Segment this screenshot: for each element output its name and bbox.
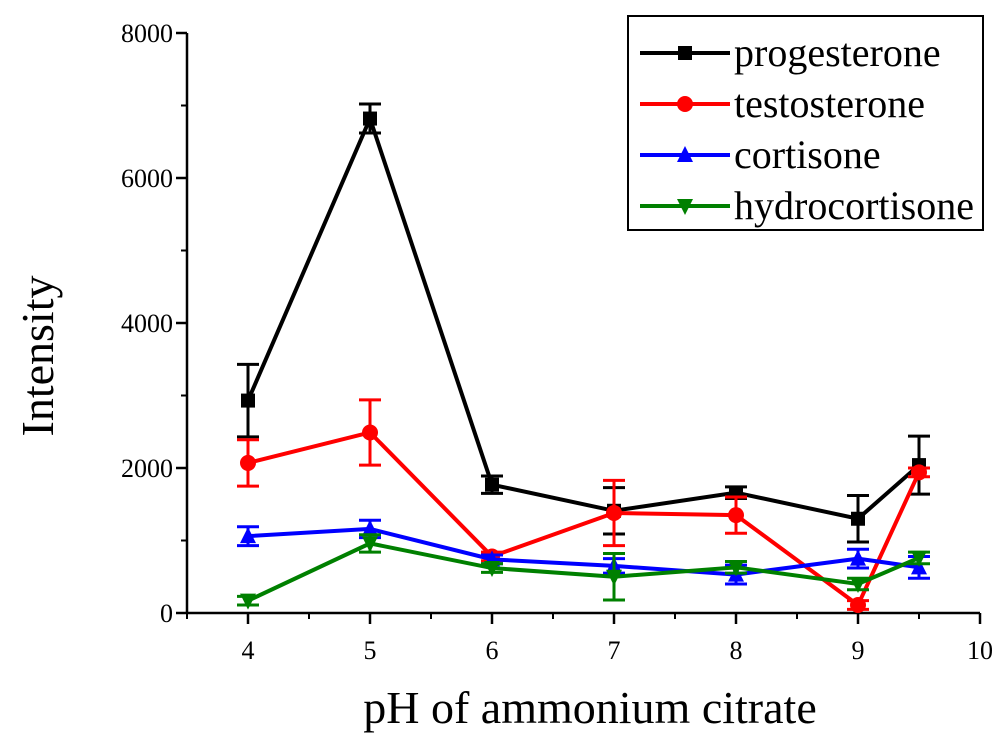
marker-circle [362, 424, 378, 441]
y-tick-label: 2000 [121, 454, 173, 483]
marker-circle [606, 504, 622, 521]
marker-circle [240, 454, 256, 471]
marker-triangle-up [240, 527, 256, 544]
x-tick-label: 6 [486, 636, 499, 665]
legend-label: testosterone [734, 81, 925, 126]
x-tick-label: 4 [242, 636, 255, 665]
marker-triangle-down [484, 561, 500, 578]
marker-triangle-up [850, 549, 866, 566]
marker-triangle-down [911, 550, 927, 567]
marker-square [485, 477, 499, 492]
y-tick-label: 0 [160, 599, 173, 628]
y-axis-title: Intensity [12, 276, 63, 437]
legend: progesterone testosterone cortisone hydroco… [627, 15, 984, 231]
y-tick-label: 8000 [121, 19, 173, 48]
marker-triangle-up [362, 519, 378, 536]
legend-item-progesterone: progesterone [640, 30, 941, 75]
x-tick-label: 5 [364, 636, 377, 665]
legend-label: progesterone [734, 30, 941, 75]
marker-triangle-down [240, 593, 256, 610]
legend-item-testosterone: testosterone [640, 81, 925, 126]
marker-circle [911, 464, 927, 481]
x-tick-label: 10 [967, 636, 993, 665]
marker-circle [850, 597, 866, 614]
x-axis-title: pH of ammonium citrate [363, 682, 817, 733]
marker-square [363, 111, 377, 126]
marker-square [241, 393, 255, 408]
marker-circle [728, 507, 744, 524]
x-tick-label: 9 [852, 636, 865, 665]
axes: 4 5 6 7 8 9 10 0 2000 4000 6000 8000 [121, 19, 993, 665]
series-line [247, 541, 920, 603]
series-hydrocortisone [237, 533, 930, 610]
marker-square [851, 511, 865, 526]
plot-area [237, 102, 930, 614]
marker-triangle-down [362, 536, 378, 553]
marker-square [678, 46, 692, 60]
marker-triangle-down [606, 569, 622, 586]
legend-label: cortisone [734, 132, 881, 177]
legend-item-cortisone: cortisone [640, 132, 881, 177]
y-tick-label: 6000 [121, 164, 173, 193]
y-tick-label: 4000 [121, 309, 173, 338]
marker-triangle-down [850, 577, 866, 593]
marker-triangle-down [728, 560, 744, 577]
marker-triangle-down [677, 199, 693, 215]
legend-label: hydrocortisone [734, 183, 974, 228]
marker-triangle-up [677, 146, 693, 162]
marker-circle [677, 96, 693, 112]
legend-item-hydrocortisone: hydrocortisone [640, 183, 974, 228]
x-tick-label: 7 [608, 636, 621, 665]
x-tick-label: 8 [730, 636, 743, 665]
